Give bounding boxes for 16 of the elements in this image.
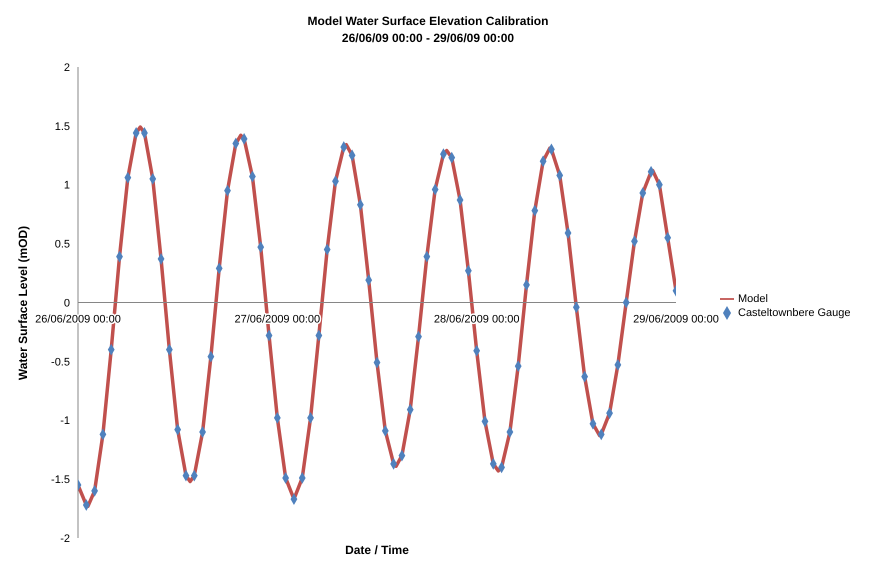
- y-tick-label: 1: [64, 180, 70, 192]
- y-tick-label: -2: [60, 532, 70, 545]
- chart-title: Model Water Surface Elevation Calibration: [306, 13, 550, 30]
- y-tick-label: -1.5: [51, 474, 70, 486]
- y-axis-title: Water Surface Level (mOD): [16, 225, 30, 380]
- legend-label: Model: [738, 292, 768, 305]
- y-tick-label: 0.5: [54, 238, 70, 251]
- y-tick-label: -1: [60, 415, 70, 428]
- y-tick-label: 2: [64, 62, 70, 74]
- y-tick-label: 0: [64, 297, 70, 310]
- x-tick-label: 29/06/2009 00:00: [633, 314, 719, 326]
- legend-label: Casteltownbere Gauge: [738, 306, 851, 319]
- y-tick-label: 1.5: [54, 120, 70, 133]
- x-axis-title: Date / Time: [345, 543, 409, 557]
- chart-subtitle: 26/06/09 00:00 - 29/06/09 00:00: [340, 30, 516, 47]
- y-tick-label: -0.5: [51, 356, 70, 368]
